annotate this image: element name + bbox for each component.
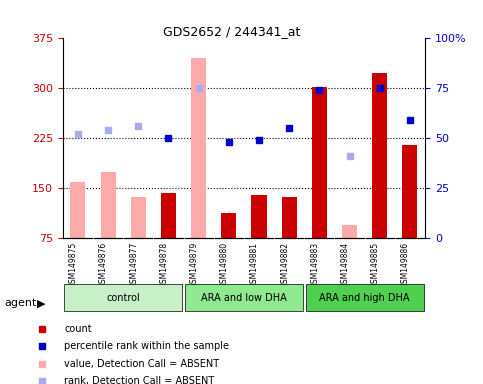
Text: GSM149879: GSM149879 bbox=[190, 242, 199, 288]
Bar bbox=[312, 87, 327, 238]
Bar bbox=[221, 214, 236, 238]
Text: ▶: ▶ bbox=[37, 298, 45, 308]
Text: GSM149876: GSM149876 bbox=[99, 242, 108, 288]
Text: GSM149880: GSM149880 bbox=[220, 242, 229, 288]
FancyBboxPatch shape bbox=[64, 284, 182, 311]
Bar bbox=[372, 73, 387, 238]
Text: GSM149882: GSM149882 bbox=[280, 242, 289, 288]
Bar bbox=[252, 195, 267, 238]
Bar bbox=[131, 197, 146, 238]
Text: GSM149877: GSM149877 bbox=[129, 242, 138, 288]
Text: GSM149885: GSM149885 bbox=[371, 242, 380, 288]
Bar bbox=[100, 172, 115, 238]
Text: rank, Detection Call = ABSENT: rank, Detection Call = ABSENT bbox=[64, 376, 214, 384]
FancyBboxPatch shape bbox=[306, 284, 424, 311]
Text: percentile rank within the sample: percentile rank within the sample bbox=[64, 341, 229, 351]
Bar bbox=[282, 197, 297, 238]
Text: ARA and low DHA: ARA and low DHA bbox=[201, 293, 287, 303]
Bar bbox=[161, 193, 176, 238]
Text: GSM149878: GSM149878 bbox=[159, 242, 169, 288]
Bar bbox=[342, 225, 357, 238]
FancyBboxPatch shape bbox=[185, 284, 303, 311]
Text: control: control bbox=[106, 293, 140, 303]
Text: count: count bbox=[64, 324, 92, 334]
Text: ARA and high DHA: ARA and high DHA bbox=[319, 293, 410, 303]
Text: GSM149886: GSM149886 bbox=[401, 242, 410, 288]
Text: agent: agent bbox=[5, 298, 37, 308]
Text: GSM149884: GSM149884 bbox=[341, 242, 350, 288]
Text: value, Detection Call = ABSENT: value, Detection Call = ABSENT bbox=[64, 359, 219, 369]
Bar bbox=[402, 145, 417, 238]
Text: GSM149881: GSM149881 bbox=[250, 242, 259, 288]
Bar bbox=[71, 182, 85, 238]
Bar bbox=[191, 58, 206, 238]
Text: GSM149883: GSM149883 bbox=[311, 242, 319, 288]
Text: GDS2652 / 244341_at: GDS2652 / 244341_at bbox=[163, 25, 300, 38]
Text: GSM149875: GSM149875 bbox=[69, 242, 78, 288]
